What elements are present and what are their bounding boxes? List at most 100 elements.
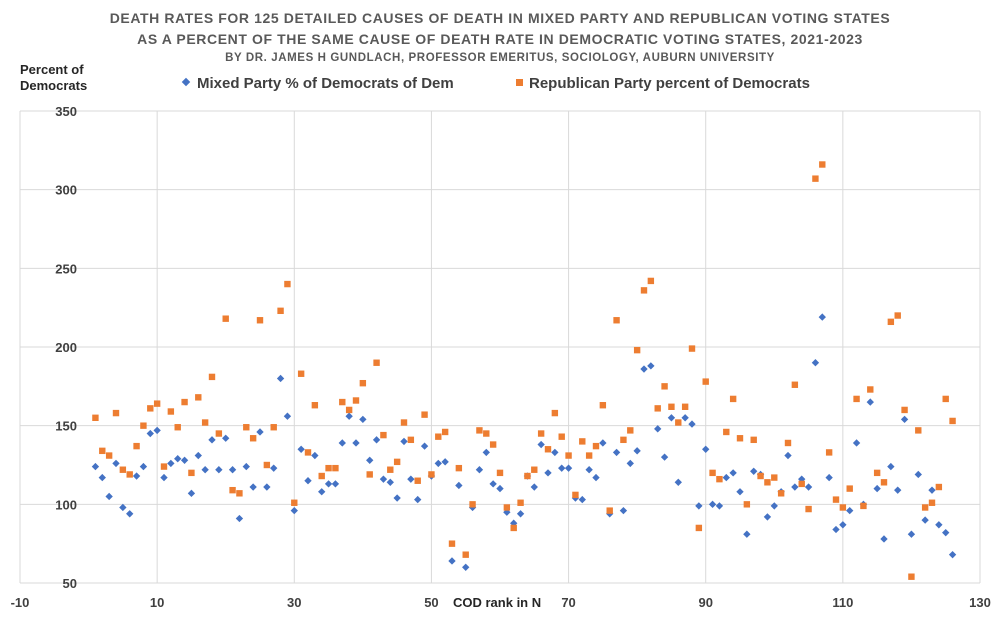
republican-party-point (592, 442, 600, 450)
mixed-party-point (290, 506, 298, 515)
republican-party-point (531, 466, 538, 473)
mixed-party-point (400, 437, 408, 446)
republican-party-point (229, 486, 236, 494)
republican-party-point (723, 428, 730, 436)
republican-party-point (839, 504, 847, 511)
republican-party-point (215, 430, 223, 437)
republican-party-point (558, 433, 565, 440)
republican-party-point (256, 317, 264, 324)
mixed-party-point (215, 466, 223, 474)
republican-party-point (565, 452, 572, 459)
mixed-party-point (167, 459, 175, 468)
mixed-party-point (914, 470, 922, 479)
mixed-party-point (654, 425, 662, 433)
mixed-party-point (784, 451, 792, 460)
mixed-party-point (208, 436, 216, 444)
republican-party-point (277, 307, 284, 315)
y-tick-label: 200 (55, 340, 77, 355)
republican-party-point (373, 359, 380, 366)
mixed-party-point (743, 530, 751, 538)
mixed-party-point (235, 514, 244, 523)
republican-party-point (702, 378, 709, 385)
republican-party-point (873, 469, 881, 477)
republican-party-point (736, 435, 744, 442)
republican-party-point (201, 419, 209, 426)
y-axis-title-line1: Percent of (20, 62, 84, 77)
republican-party-point (140, 422, 147, 429)
republican-party-point (105, 452, 113, 459)
mixed-party-point (894, 486, 902, 494)
republican-party-point (476, 427, 483, 434)
republican-party-point (243, 424, 250, 431)
mixed-party-point (441, 458, 449, 466)
mixed-party-point (763, 513, 772, 521)
republican-party-point (585, 452, 593, 459)
mixed-party-point (921, 516, 929, 524)
republican-party-point (489, 441, 497, 448)
republican-party-point (222, 315, 229, 322)
mixed-party-point (942, 528, 950, 537)
mixed-party-point (804, 483, 813, 491)
mixed-party-point (105, 492, 113, 501)
republican-party-point (352, 397, 360, 404)
republican-party-point (297, 370, 305, 377)
republican-party-point (860, 502, 867, 510)
republican-party-point (606, 507, 613, 514)
mixed-party-point (852, 439, 861, 447)
mixed-party-point (420, 442, 429, 450)
republican-party-point (894, 312, 901, 319)
republican-party-point (249, 435, 257, 442)
mixed-party-point (283, 412, 292, 420)
mixed-party-point (770, 502, 778, 510)
mixed-party-point (626, 459, 634, 468)
republican-party-point (620, 436, 627, 444)
republican-party-point (771, 474, 778, 481)
republican-party-point (709, 469, 716, 477)
mixed-party-point (551, 448, 559, 457)
x-tick-label: 50 (424, 595, 438, 610)
mixed-party-point (276, 374, 285, 383)
legend-marker-republican (516, 79, 523, 86)
x-tick-label: 10 (150, 595, 164, 610)
mixed-party-point (180, 456, 189, 464)
mixed-party-point (434, 459, 442, 468)
republican-party-point (188, 469, 195, 477)
mixed-party-point (688, 420, 696, 428)
republican-party-point (743, 501, 751, 508)
mixed-party-point (242, 462, 250, 471)
republican-party-point (208, 373, 216, 381)
mixed-party-point (695, 502, 703, 510)
mixed-party-point (345, 412, 353, 420)
y-tick-label: 300 (55, 183, 77, 198)
grid (19, 110, 981, 584)
republican-party-point (949, 417, 956, 425)
republican-party-point (510, 524, 517, 532)
mixed-party-point (578, 495, 586, 504)
chart-byline: BY DR. JAMES H GUNDLACH, PROFESSOR EMERI… (225, 52, 775, 64)
mixed-party-point (866, 398, 874, 406)
republican-party-point (153, 400, 161, 407)
republican-party-point (345, 406, 353, 414)
republican-party-point (160, 463, 168, 470)
republican-party-point (812, 175, 819, 182)
mixed-party-point (311, 451, 319, 460)
mixed-party-point (612, 448, 621, 457)
mixed-party-point (811, 359, 820, 367)
legend: Mixed Party % of Democrats of Dem Republ… (181, 75, 810, 92)
mixed-party-point (935, 521, 943, 529)
mixed-party-point (475, 466, 484, 474)
y-axis-title-line2: Democrats (20, 78, 87, 93)
mixed-party-point (839, 521, 847, 529)
republican-party-point (640, 287, 648, 294)
mixed-party-point (297, 445, 305, 453)
republican-party-point (318, 472, 325, 480)
republican-party-point (167, 408, 175, 415)
mixed-party-point (647, 362, 655, 370)
mixed-party-point (318, 488, 326, 496)
mixed-party-point (304, 477, 312, 485)
x-tick-label: 130 (969, 595, 991, 610)
republican-party-point (668, 403, 675, 410)
mixed-party-point (228, 466, 237, 474)
mixed-party-point (722, 473, 730, 482)
